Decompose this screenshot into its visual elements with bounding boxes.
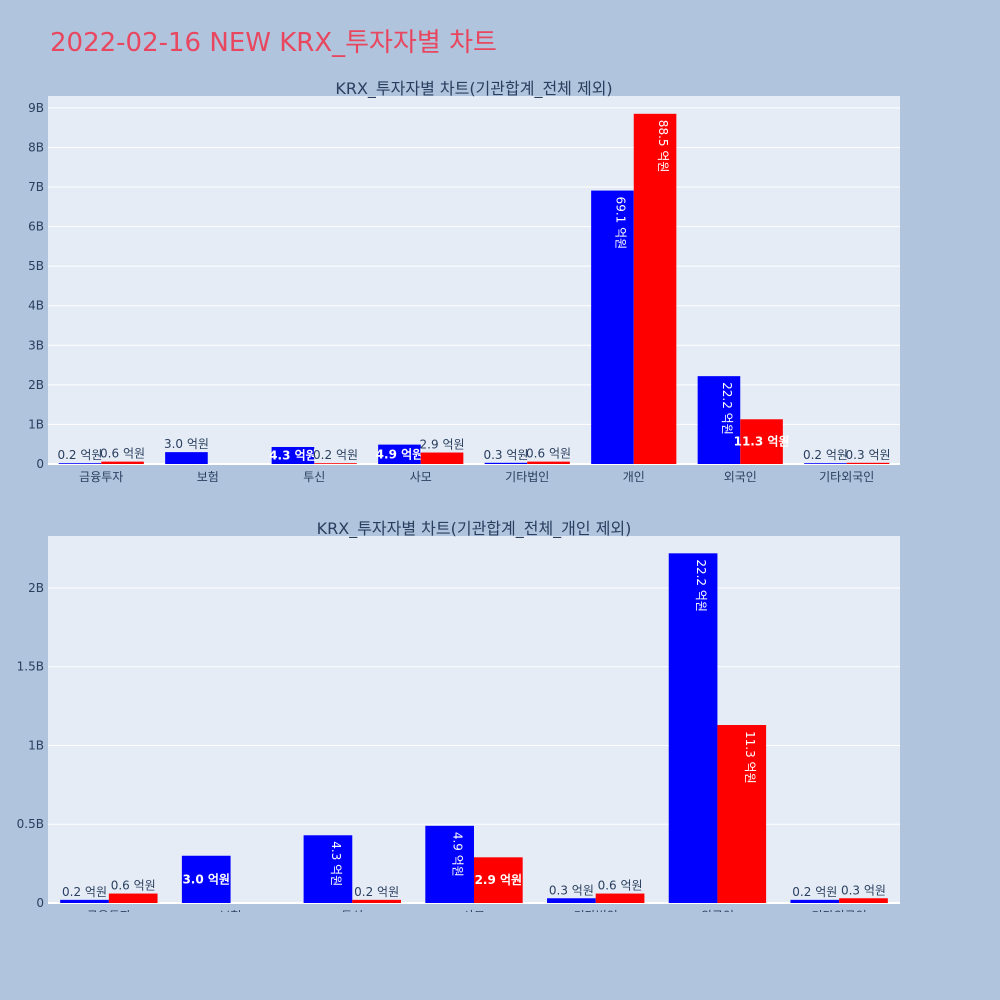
bar-buy: [425, 825, 474, 903]
data-label: 0.6 억원: [526, 447, 571, 461]
data-label: 0.3 억원: [483, 448, 528, 462]
data-label: 0.2 억원: [62, 885, 107, 899]
bar-buy: [60, 899, 109, 903]
bar-sell: [595, 893, 645, 903]
x-tick-label: 보험: [197, 470, 219, 484]
y-tick-label: 3B: [28, 338, 44, 352]
chart-institution-total-excluded: KRX_투자자별 차트(기관합계_전체 제외) 0 1B 2B 3B 4B 5B 6B 7B 8B…: [28, 79, 900, 484]
bar-buy: [378, 444, 421, 464]
bar-buy: [181, 855, 231, 903]
y-tick-label: 1B: [28, 738, 44, 752]
bar-buy: [697, 376, 741, 464]
y-tick-label: 2B: [28, 581, 44, 595]
x-tick-label: 개인: [623, 470, 645, 484]
bar-buy: [165, 452, 208, 464]
y-tick-label: 1B: [28, 417, 44, 431]
data-label: 4.9 억원: [376, 447, 424, 461]
x-tick-label: 외국인: [724, 470, 757, 484]
bar-sell: [474, 857, 523, 903]
bar-sell: [314, 463, 357, 464]
data-label: 3.0 억원: [164, 437, 209, 451]
y-tick-label: 2B: [28, 378, 44, 392]
data-label: 0.2 억원: [792, 885, 837, 899]
data-label: 0.2 억원: [803, 448, 848, 462]
data-label: 4.3 억원: [329, 841, 343, 886]
data-label: 2.9 억원: [420, 438, 465, 452]
plot-area: [48, 96, 900, 464]
y-tick-label: 0: [36, 457, 44, 471]
bar-buy: [790, 899, 840, 903]
y-tick-label: 0: [36, 896, 44, 910]
bar-buy: [303, 835, 353, 903]
data-label: 69.1 억원: [613, 197, 627, 250]
data-label: 0.2 억원: [313, 448, 358, 462]
bar-buy: [668, 553, 718, 903]
x-tick-label: 기타법인: [574, 909, 618, 912]
x-tick-label: 기타외국인: [812, 909, 867, 912]
bar-sell: [839, 898, 888, 903]
chart-title: KRX_투자자별 차트(기관합계_전체 제외): [335, 79, 612, 99]
x-tick-label: 기타외국인: [819, 470, 874, 484]
y-tick-label: 8B: [28, 140, 44, 154]
data-label: 88.5 억원: [656, 120, 670, 173]
bar-buy: [547, 898, 596, 903]
bar-sell: [527, 461, 570, 464]
x-tick-label: 외국인: [701, 909, 734, 912]
data-label: 0.2 억원: [354, 885, 399, 899]
y-tick-label: 7B: [28, 180, 44, 194]
x-tick-label: 기타법인: [505, 470, 549, 484]
bar-sell: [633, 113, 677, 464]
data-label: 11.3 억원: [743, 731, 757, 784]
x-tick-label: 투신: [303, 470, 325, 484]
bar-sell: [740, 419, 783, 464]
data-label: 0.6 억원: [111, 879, 156, 893]
bar-sell: [352, 899, 401, 903]
chart-title: KRX_투자자별 차트(기관합계_전체_개인 제외): [317, 519, 632, 539]
y-tick-label: 6B: [28, 220, 44, 234]
y-tick-label: 9B: [28, 101, 44, 115]
data-label: 0.3 억원: [841, 883, 886, 897]
y-tick-label: 5B: [28, 259, 44, 273]
y-tick-label: 0.5B: [17, 817, 44, 831]
bar-sell: [420, 452, 464, 464]
data-label: 0.6 억원: [598, 879, 643, 893]
chart-institution-and-individual-excluded: KRX_투자자별 차트(기관합계_전체_개인 제외) 0 0.5B 1B 1.5B 2B 금…: [17, 519, 900, 912]
bar-buy: [271, 446, 315, 464]
bar-sell: [717, 725, 767, 903]
data-label: 3.0 억원: [182, 872, 230, 886]
bar-buy: [591, 190, 634, 464]
data-label: 0.3 억원: [846, 448, 891, 462]
data-label: 0.3 억원: [549, 883, 594, 897]
bar-sell: [101, 461, 144, 464]
data-label: 11.3 억원: [734, 435, 790, 449]
page-title: 2022-02-16 NEW KRX_투자자별 차트: [50, 28, 497, 58]
bar-sell: [108, 893, 158, 903]
data-label: 22.2 억원: [694, 559, 708, 612]
data-label: 2.9 억원: [475, 873, 523, 887]
bar-buy: [804, 463, 847, 464]
y-tick-label: 4B: [28, 299, 44, 313]
y-tick-label: 1.5B: [17, 660, 44, 674]
x-tick-label: 금융투자: [87, 909, 131, 912]
bar-buy: [484, 462, 528, 464]
data-label: 22.2 억원: [720, 382, 734, 435]
data-label: 0.2 억원: [57, 448, 102, 462]
x-tick-label: 사모: [463, 909, 485, 912]
data-label: 4.3 억원: [269, 448, 317, 462]
x-tick-label: 사모: [410, 470, 432, 484]
bar-sell: [846, 462, 890, 464]
x-tick-label: 보험: [220, 909, 242, 912]
bar-buy: [58, 463, 102, 464]
x-tick-label: 금융투자: [79, 470, 123, 484]
data-label: 4.9 억원: [451, 832, 465, 877]
data-label: 0.6 억원: [100, 447, 145, 461]
x-tick-label: 투신: [341, 909, 363, 912]
